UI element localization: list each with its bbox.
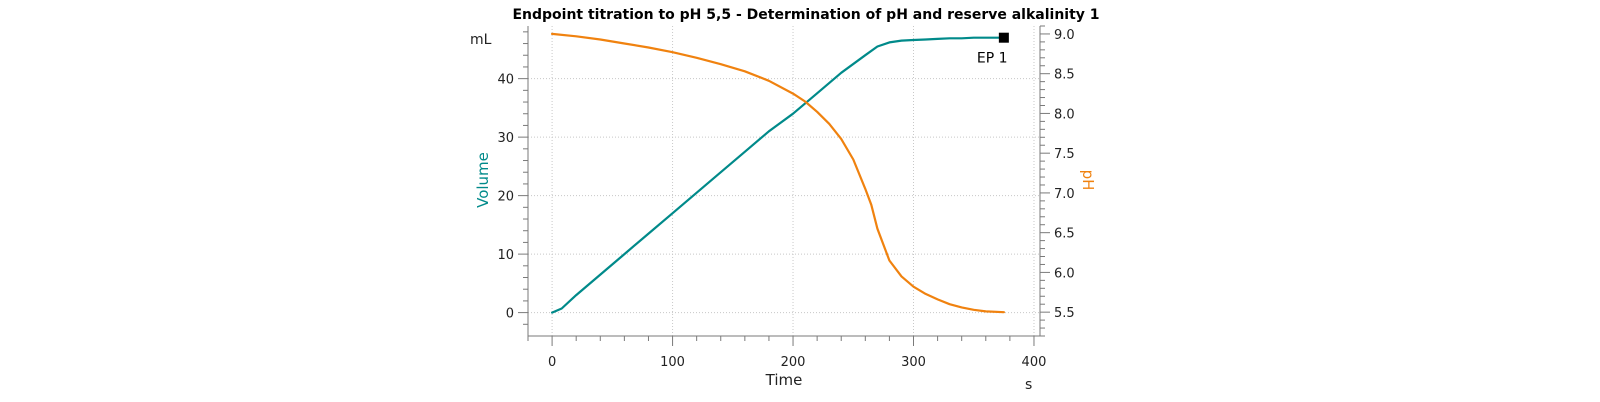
y-left-tick-label: 20 <box>497 190 514 205</box>
x-axis-time: 0 100 200 300 400 <box>527 335 1047 370</box>
y-right-tick-label: 5.5 <box>1054 306 1075 321</box>
y-axis-volume: 0 10 20 30 40 <box>497 26 529 336</box>
series-layer <box>550 32 1006 314</box>
y-right-tick-label: 7.0 <box>1054 187 1075 202</box>
x-axis-label: Time <box>765 371 803 389</box>
y-left-unit: mL <box>470 32 492 48</box>
y-right-tick-label: 6.0 <box>1054 266 1075 281</box>
x-axis-unit: s <box>1025 377 1032 393</box>
x-tick-label: 100 <box>660 355 685 370</box>
x-tick-label: 300 <box>901 355 926 370</box>
x-tick-label: 400 <box>1022 355 1047 370</box>
y-axis-ph: 5.5 6.0 6.5 7.0 7.5 8.0 8.5 9.0 <box>1039 25 1075 337</box>
y-right-tick-label: 8.5 <box>1054 68 1075 83</box>
x-tick-label: 0 <box>548 355 556 370</box>
y-left-tick-label: 10 <box>497 248 514 263</box>
endpoint-label: EP 1 <box>977 51 1008 67</box>
y-right-tick-label: 7.5 <box>1054 147 1075 162</box>
y-right-tick-label: 9.0 <box>1054 28 1075 43</box>
x-tick-label: 200 <box>781 355 806 370</box>
endpoint-marker <box>998 32 1009 43</box>
y-left-tick-label: 0 <box>506 307 514 322</box>
y-right-axis-label: pH <box>1079 170 1097 191</box>
series-line-volume <box>550 36 1006 314</box>
chart-title: Endpoint titration to pH 5,5 - Determina… <box>512 7 1099 23</box>
y-right-tick-label: 8.0 <box>1054 107 1075 122</box>
y-right-tick-label: 6.5 <box>1054 227 1075 242</box>
series-line-ph <box>550 32 1006 314</box>
grid-lines <box>528 26 1040 336</box>
y-left-tick-label: 30 <box>497 131 514 146</box>
annotation-layer: EP 1 <box>977 32 1009 67</box>
y-left-tick-label: 40 <box>497 73 514 88</box>
y-left-axis-label: Volume <box>474 152 492 208</box>
